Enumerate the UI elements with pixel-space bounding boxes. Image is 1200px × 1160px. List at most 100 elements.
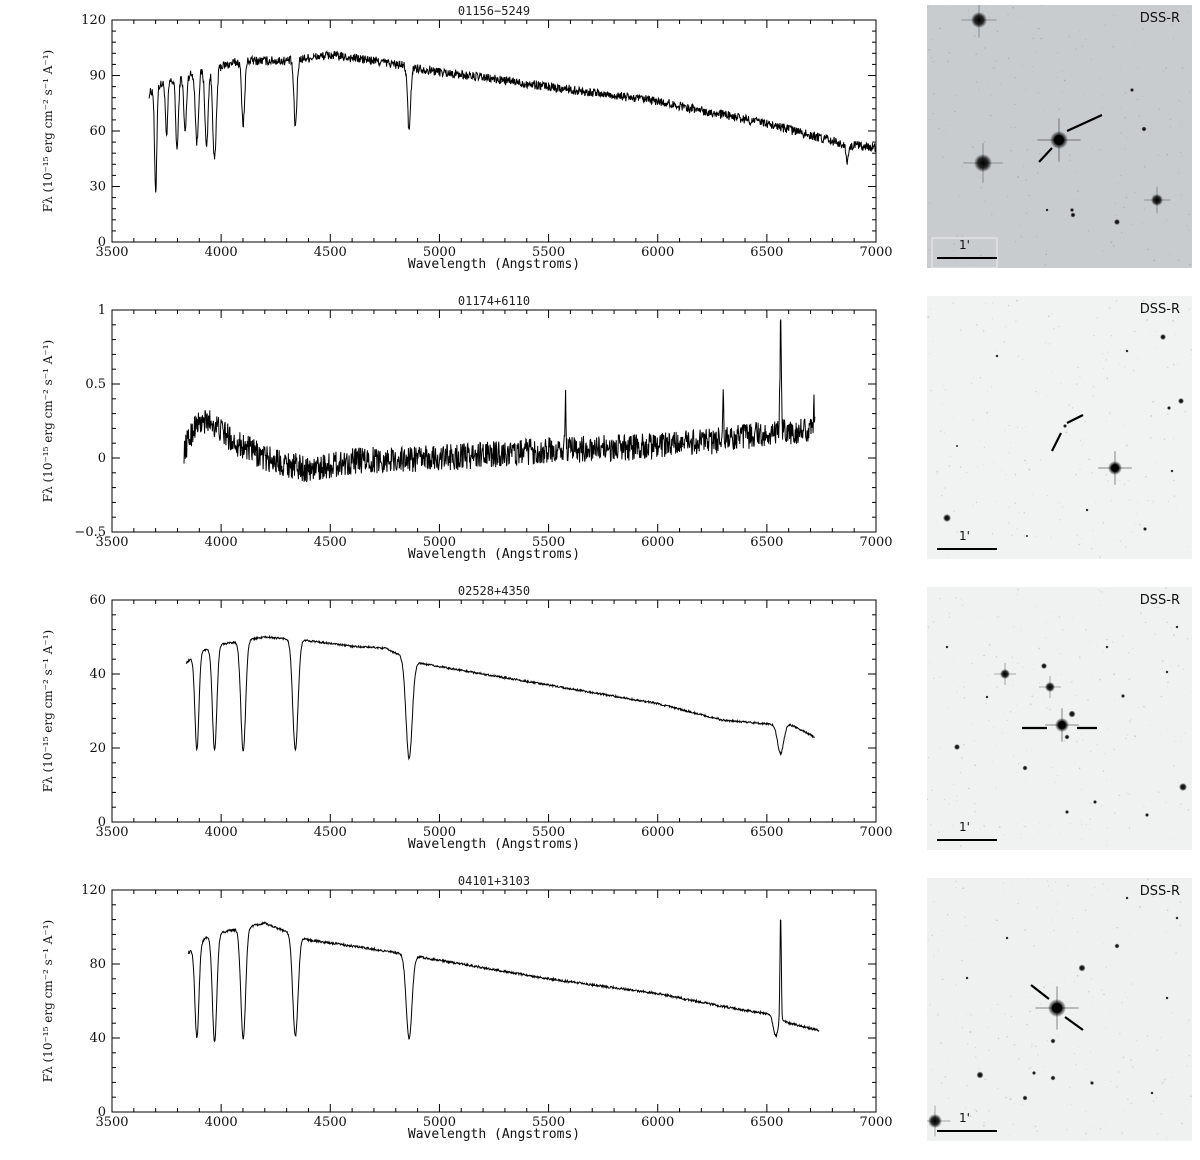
sky-noise xyxy=(1030,353,1031,354)
sky-noise xyxy=(1125,546,1126,547)
sky-noise xyxy=(997,1004,998,1005)
sky-noise xyxy=(1100,469,1101,470)
sky-noise xyxy=(1029,997,1030,998)
sky-noise xyxy=(1018,903,1019,904)
sky-noise xyxy=(1125,101,1126,102)
sky-noise xyxy=(1037,1054,1039,1056)
sky-noise xyxy=(1081,820,1082,821)
x-tick-label: 6000 xyxy=(641,535,674,550)
sky-noise xyxy=(1151,333,1152,334)
sky-noise xyxy=(980,828,981,829)
sky-noise xyxy=(1149,132,1150,133)
sky-noise xyxy=(1135,524,1136,525)
sky-noise xyxy=(1136,452,1137,453)
sky-noise xyxy=(972,419,974,421)
sky-noise xyxy=(1141,490,1142,491)
sky-noise xyxy=(991,386,992,387)
sky-noise xyxy=(1014,1103,1015,1104)
y-tick-label: 40 xyxy=(89,1031,106,1046)
sky-noise xyxy=(1090,1052,1091,1053)
sky-noise xyxy=(1169,540,1170,541)
sky-noise xyxy=(1059,109,1060,110)
sky-noise xyxy=(1057,775,1058,776)
sky-noise xyxy=(980,255,981,256)
sky-noise xyxy=(938,128,940,130)
sky-noise xyxy=(950,694,951,695)
field-star xyxy=(1071,213,1076,218)
sky-noise xyxy=(995,165,996,166)
sky-noise xyxy=(1023,825,1024,826)
sky-noise xyxy=(956,796,957,797)
sky-noise xyxy=(1137,1022,1138,1023)
sky-noise xyxy=(1125,402,1126,403)
sky-noise xyxy=(1126,197,1127,198)
sky-noise xyxy=(1082,46,1083,47)
sky-noise xyxy=(1131,75,1132,76)
sky-noise xyxy=(985,703,986,704)
sky-noise xyxy=(931,57,932,58)
sky-noise xyxy=(1120,349,1121,350)
sky-noise xyxy=(1103,250,1105,252)
sky-noise xyxy=(1082,781,1083,782)
sky-noise xyxy=(1087,700,1089,702)
sky-noise xyxy=(952,366,953,367)
sky-noise xyxy=(1187,968,1188,969)
sky-noise xyxy=(1077,190,1079,192)
sky-noise xyxy=(992,533,993,534)
sky-noise xyxy=(1021,30,1022,31)
sky-noise xyxy=(1116,215,1118,217)
sky-noise xyxy=(1015,474,1016,475)
spectrum-line xyxy=(149,51,876,192)
sky-noise xyxy=(1004,712,1005,713)
sky-noise xyxy=(971,382,972,383)
sky-noise xyxy=(1075,474,1077,476)
sky-noise xyxy=(1009,507,1010,508)
sky-noise xyxy=(1154,260,1156,262)
sky-noise xyxy=(1081,838,1082,839)
sky-noise xyxy=(1046,446,1047,447)
y-tick-label: 40 xyxy=(89,667,106,682)
sky-noise xyxy=(1188,551,1189,552)
sky-noise xyxy=(1033,945,1034,946)
sky-noise xyxy=(1173,634,1175,636)
sky-noise xyxy=(961,478,962,479)
sky-noise xyxy=(940,944,941,945)
sky-noise xyxy=(1026,464,1027,465)
sky-noise xyxy=(995,879,996,880)
sky-noise xyxy=(1008,522,1010,524)
sky-noise xyxy=(1015,104,1016,105)
sky-noise xyxy=(1130,718,1132,720)
sky-noise xyxy=(957,531,958,532)
sky-noise xyxy=(988,675,989,676)
sky-noise xyxy=(974,740,975,741)
sky-noise xyxy=(1149,926,1150,927)
sky-noise xyxy=(1080,440,1081,441)
sky-noise xyxy=(983,825,984,826)
sky-noise xyxy=(1190,1095,1192,1097)
sky-noise xyxy=(976,54,977,55)
sky-noise xyxy=(1188,182,1189,183)
x-tick-label: 6000 xyxy=(641,825,674,840)
spectrum-line xyxy=(184,320,815,483)
sky-noise xyxy=(1010,127,1011,128)
sky-noise xyxy=(1092,472,1094,474)
sky-noise xyxy=(1172,666,1173,667)
sky-noise xyxy=(1137,99,1139,101)
sky-noise xyxy=(1089,1127,1090,1128)
sky-noise xyxy=(1029,1011,1031,1013)
sky-noise xyxy=(1022,428,1023,429)
sky-noise xyxy=(1126,445,1128,447)
sky-noise xyxy=(1182,22,1183,23)
sky-noise xyxy=(1138,707,1139,708)
sky-noise xyxy=(1077,199,1078,200)
x-tick-label: 6500 xyxy=(750,825,783,840)
sky-noise xyxy=(993,214,994,215)
sky-noise xyxy=(1155,255,1156,256)
sky-noise xyxy=(987,1113,988,1114)
sky-noise xyxy=(1047,1040,1049,1042)
sky-noise xyxy=(986,1086,987,1087)
sky-noise xyxy=(936,521,937,522)
sky-noise xyxy=(996,919,998,921)
